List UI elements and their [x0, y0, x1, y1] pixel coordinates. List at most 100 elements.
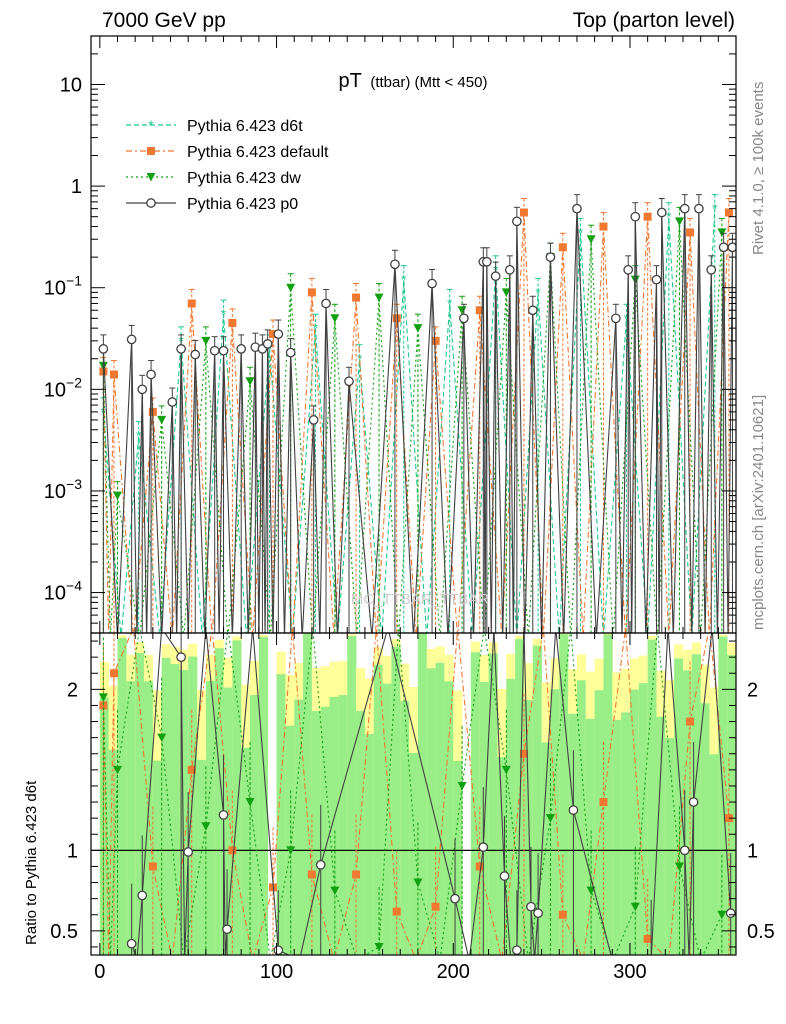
point-p0: [490, 271, 501, 281]
header-right-label: Top (parton level): [573, 9, 735, 32]
ratio-point-default: [307, 870, 316, 879]
point-p0: [706, 264, 717, 275]
ratio-point-default: [724, 814, 733, 823]
point-default: [643, 212, 652, 221]
x-tick-label: 200: [437, 961, 470, 983]
band-green-bin: [576, 680, 587, 955]
point-p0: [427, 278, 437, 289]
ratio-point-p0: [478, 842, 489, 852]
band-green-bin: [444, 681, 454, 955]
band-green-bin: [161, 657, 171, 955]
band-green-bin: [232, 640, 242, 955]
point-p0: [285, 347, 296, 358]
ratio-series-p0: [126, 633, 736, 955]
band-green-bin: [417, 633, 428, 955]
legend-marker-default: [147, 147, 155, 155]
point-default: [724, 208, 733, 217]
point-dw: [286, 283, 296, 293]
ratio-point-p0: [183, 847, 194, 857]
ratio-panel-frame: [90, 632, 737, 956]
point-d6t: *: [578, 224, 584, 240]
band-green-bin: [144, 681, 154, 955]
point-p0: [679, 203, 690, 214]
ratio-point-default: [352, 870, 361, 879]
point-p0: [481, 256, 492, 267]
point-default: [187, 299, 196, 308]
band-green-bin: [214, 648, 224, 955]
x-tick-label: 300: [613, 961, 646, 983]
ratio-point-p0: [315, 859, 326, 870]
band-green-bin: [258, 637, 269, 955]
point-d6t: *: [535, 284, 541, 300]
band-green-bin: [364, 734, 375, 955]
ratio-point-default: [475, 862, 484, 871]
point-d6t: *: [267, 341, 273, 357]
mcplots-label: mcplots.cern.ch [arXiv:2401.10621]: [750, 395, 767, 630]
band-green-bin: [205, 680, 215, 955]
ratio-y-tick-label: 2: [67, 679, 78, 701]
point-p0: [623, 264, 634, 275]
band-green-bin: [656, 716, 666, 955]
ratio-point-p0: [568, 805, 579, 815]
ratio-point-p0: [650, 954, 652, 955]
band-green-bin: [497, 757, 507, 955]
ratio-point-default: [519, 749, 528, 758]
ratio-point-dw: [245, 798, 255, 807]
point-dw: [245, 377, 255, 386]
ratio-point-dw: [201, 822, 211, 831]
ratio-point-default: [643, 934, 652, 943]
point-dw: [157, 415, 167, 425]
axes-layer: 0 100 200 300 10−4 10−3 10−2 10−1 1 10 0.5 0.5 1 1 2 2: [44, 35, 775, 983]
point-default: [519, 208, 528, 217]
ratio-ylabel: Ratio to Pythia 6.423 d6t: [23, 780, 40, 945]
band-green-bin: [311, 711, 322, 955]
point-p0: [545, 252, 556, 262]
ratio-point-dw: [545, 814, 555, 823]
band-green-bin: [568, 713, 578, 955]
ratio-point-p0: [273, 945, 284, 955]
band-green-bin: [727, 655, 736, 955]
ratio-point-dw: [717, 910, 727, 920]
ratio-point-dw: [374, 942, 384, 952]
point-p0: [572, 203, 582, 214]
header-left-label: 7000 GeV pp: [102, 9, 226, 32]
point-p0: [727, 242, 736, 253]
plot-title-main: pT: [339, 70, 362, 92]
legend-entry-default: Pythia 6.423 default: [126, 144, 329, 161]
point-p0: [137, 384, 148, 395]
band-green-bin: [409, 752, 419, 955]
ratio-point-default: [599, 798, 608, 807]
legend-marker-d6t: *: [148, 117, 154, 133]
band-green-bin: [594, 690, 604, 955]
ratio-series-default: [99, 633, 733, 955]
ratio-point-p0: [512, 945, 522, 955]
band-green-bin: [612, 720, 622, 955]
point-dw: [374, 293, 384, 303]
legend-entry-dw: Pythia 6.423 dw: [126, 170, 301, 187]
plot-title-sub: (ttbar) (Mtt < 450): [370, 74, 487, 91]
ratio-point-dw: [98, 693, 108, 702]
ratio-point-p0: [137, 890, 148, 901]
y-tick-label: 10−4: [44, 578, 82, 605]
band-green-bin: [391, 646, 401, 955]
band-green-bin: [682, 670, 693, 955]
ratio-point-default: [187, 765, 196, 774]
band-green-bin: [585, 718, 595, 955]
point-p0: [656, 207, 667, 218]
point-d6t: *: [624, 310, 630, 326]
point-d6t: *: [447, 295, 453, 311]
band-green-bin: [629, 689, 640, 955]
band-green-bin: [197, 759, 207, 955]
band-green-bin: [674, 658, 684, 955]
band-green-bin: [152, 760, 162, 955]
x-tick-label: 0: [94, 961, 105, 983]
legend-label-default: Pythia 6.423 default: [187, 144, 329, 161]
band-green-bin: [400, 701, 410, 955]
top-panel-series: ***************: [98, 194, 736, 633]
band-green-bin: [223, 687, 233, 955]
point-p0: [512, 216, 522, 227]
ratio-point-dw: [113, 765, 123, 775]
point-default: [686, 228, 695, 237]
point-d6t: *: [357, 351, 363, 367]
ratio-point-default: [99, 701, 108, 710]
